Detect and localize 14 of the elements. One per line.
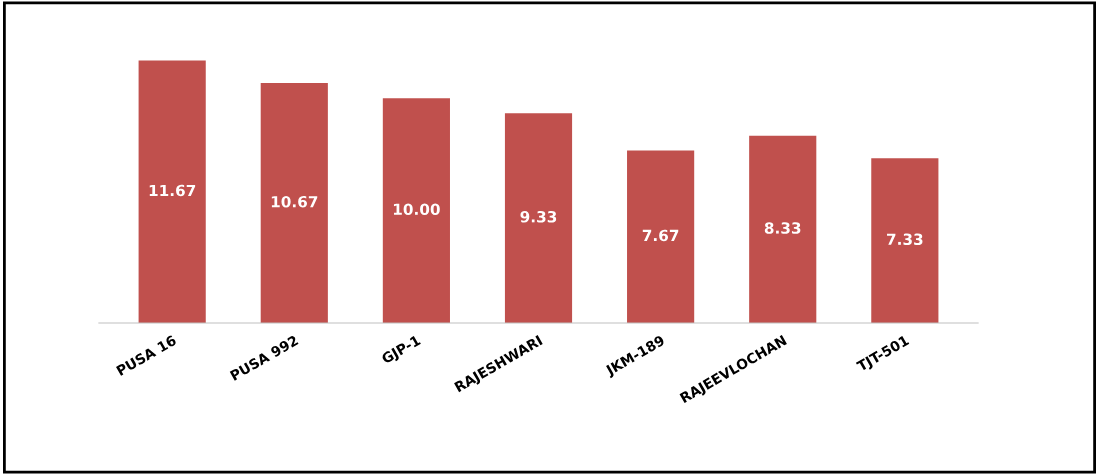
data-label: 10.00 [393, 203, 440, 216]
data-label: 10.67 [271, 195, 318, 208]
bar [871, 158, 939, 323]
bar [260, 83, 328, 323]
bar [627, 150, 695, 323]
data-label: 7.67 [642, 229, 679, 242]
data-label: 8.33 [764, 222, 801, 234]
bar [749, 135, 817, 323]
data-label: 11.67 [149, 184, 196, 197]
bar [382, 98, 450, 323]
bar [504, 113, 573, 323]
data-label: 7.33 [887, 233, 923, 246]
data-label: 9.33 [520, 210, 557, 223]
bar [138, 60, 206, 323]
